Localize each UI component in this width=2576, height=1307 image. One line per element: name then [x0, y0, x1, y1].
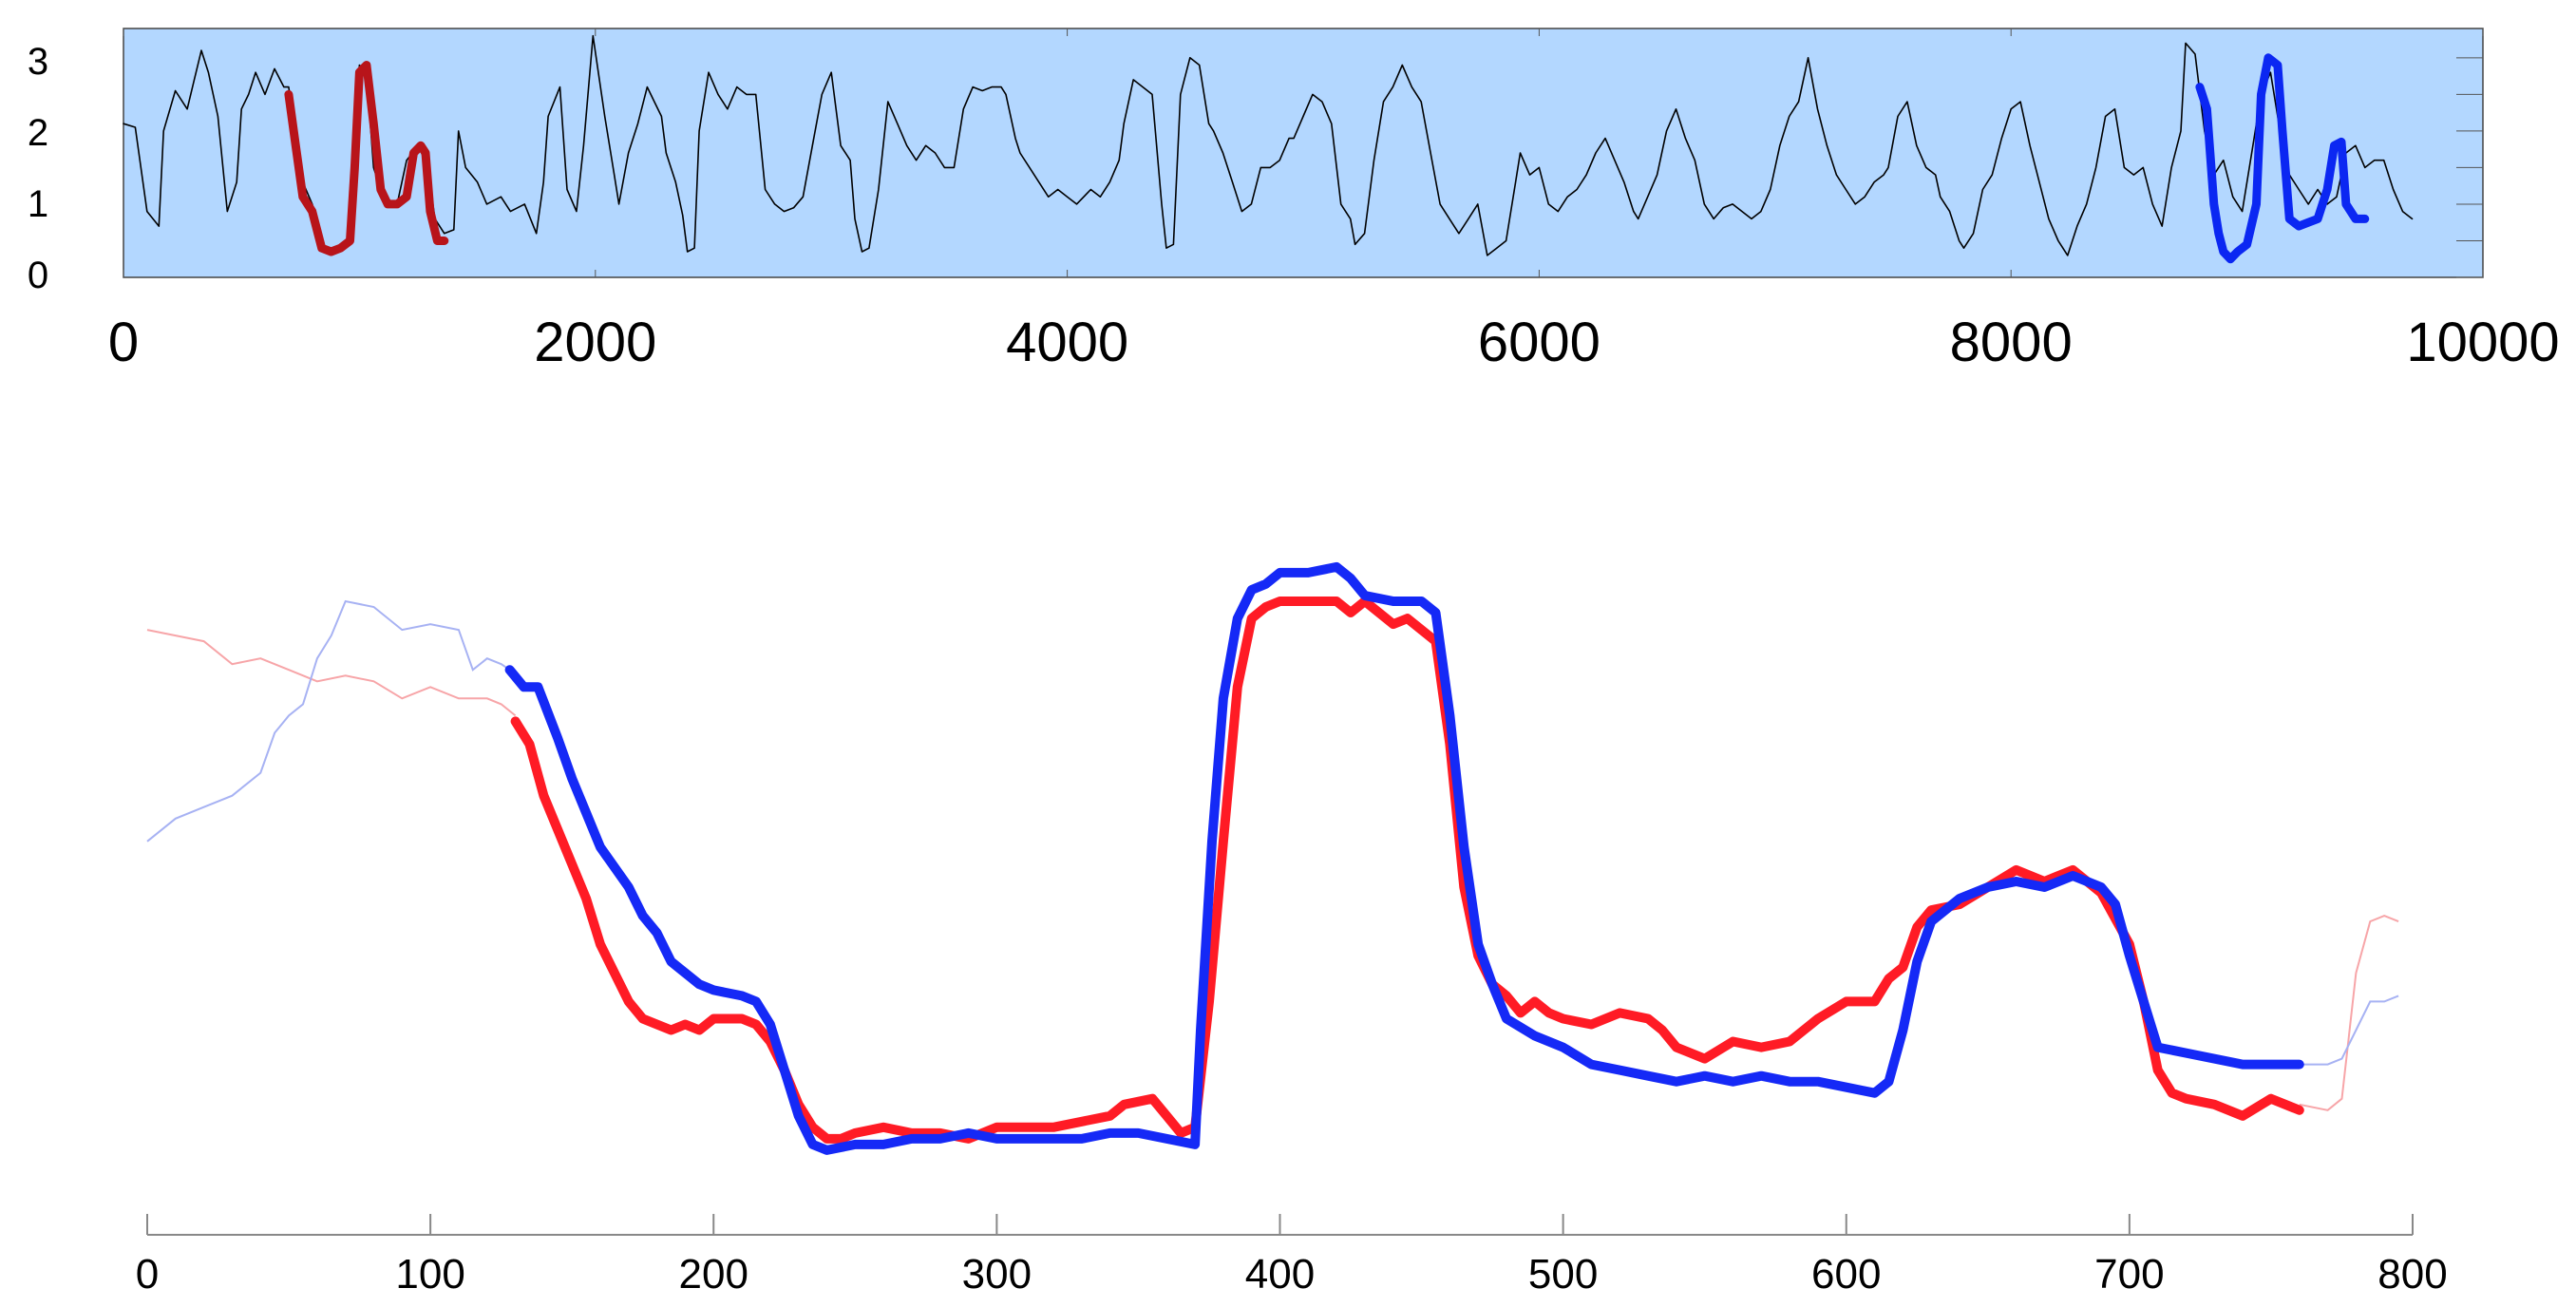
bottom-x-tick-label: 500	[1528, 1251, 1598, 1298]
top-x-tick-label: 2000	[534, 312, 656, 373]
bottom-x-tick-label: 100	[395, 1251, 464, 1298]
top-highlight-red	[284, 61, 449, 256]
top-x-tick-label: 4000	[1006, 312, 1128, 373]
top-y-tick-label: 2	[28, 112, 48, 154]
bottom-x-tick-label: 0	[136, 1251, 159, 1298]
top-plot-area	[123, 28, 2484, 278]
bottom-faint-red-right	[2299, 915, 2399, 1111]
top-y-tick-label: 0	[28, 255, 48, 296]
top-x-tick-label: 10000	[2406, 312, 2559, 373]
bottom-x-tick-label: 800	[2377, 1251, 2447, 1298]
bottom-x-tick-label: 200	[679, 1251, 748, 1298]
top-chart: 0 1 2 3 0 2000 4000 6000 8000 10000	[28, 28, 2560, 373]
top-y-tick-label: 1	[28, 183, 48, 225]
bottom-series-blue	[504, 561, 2304, 1155]
bottom-faint-red-left	[146, 629, 517, 717]
bottom-x-tick-label: 600	[1811, 1251, 1881, 1298]
bottom-chart: 0 100 200 300 400 500 600 700 800	[136, 561, 2448, 1298]
bottom-x-tick-label: 400	[1245, 1251, 1315, 1298]
bottom-faint-blue-left	[146, 599, 511, 843]
top-x-tick-label: 0	[108, 312, 139, 373]
top-series-black	[123, 34, 2414, 256]
bottom-x-tick-label: 300	[962, 1251, 1032, 1298]
bottom-x-tick-label: 700	[2094, 1251, 2164, 1298]
top-highlight-blue	[2195, 53, 2370, 264]
top-x-tick-label: 6000	[1478, 312, 1601, 373]
top-x-tick-label: 8000	[1950, 312, 2073, 373]
top-y-tick-label: 3	[28, 41, 48, 83]
bottom-faint-blue-right	[2299, 994, 2399, 1066]
bottom-series-red	[510, 597, 2304, 1144]
